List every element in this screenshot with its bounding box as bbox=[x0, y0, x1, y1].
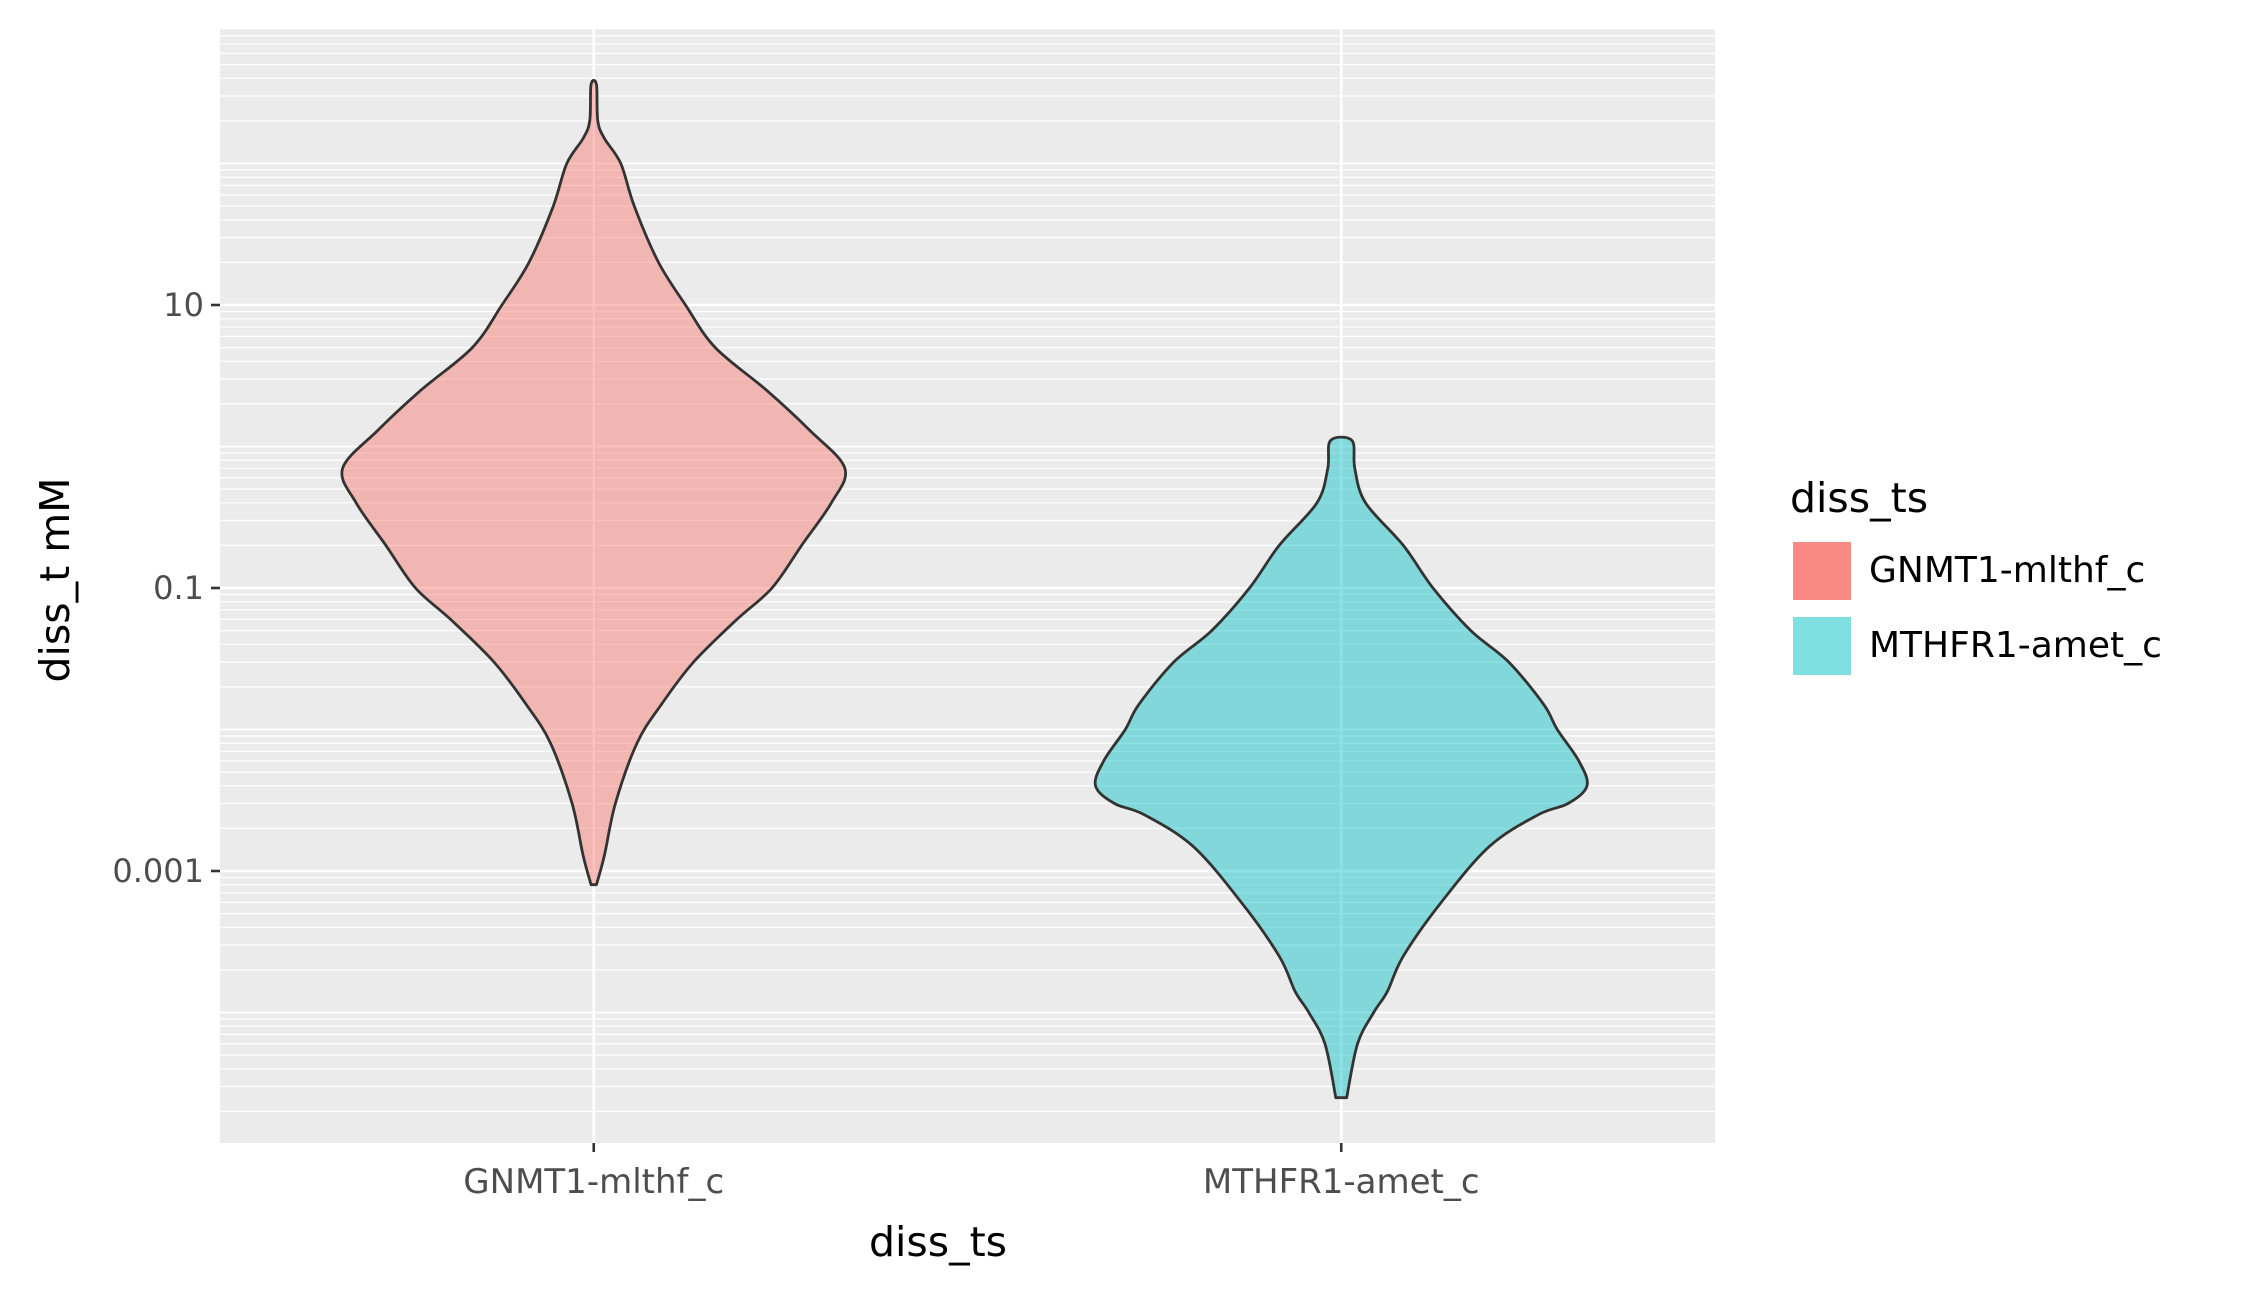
legend-key-gnmt1 bbox=[1790, 538, 1854, 603]
legend-label-gnmt1: GNMT1-mlthf_c bbox=[1869, 550, 2146, 591]
legend-key-mthfr1 bbox=[1790, 613, 1854, 678]
x-tick-label: MTHFR1-amet_c bbox=[1203, 1162, 1480, 1202]
y-tick-label: 10 bbox=[163, 286, 204, 324]
x-axis-title: diss_ts bbox=[868, 1218, 1008, 1266]
legend-item-mthfr1: MTHFR1-amet_c bbox=[1790, 608, 2162, 683]
y-axis: 10 0.1 0.001 bbox=[112, 286, 220, 890]
plot-panel bbox=[220, 28, 1715, 1143]
violin-gnmt1 bbox=[340, 78, 848, 887]
y-tick-label: 0.001 bbox=[112, 852, 204, 890]
x-axis: GNMT1-mlthf_c MTHFR1-amet_c bbox=[463, 1143, 1480, 1202]
x-tick-label: GNMT1-mlthf_c bbox=[463, 1162, 724, 1202]
y-axis-title: diss_t mM bbox=[31, 477, 79, 683]
legend-item-gnmt1: GNMT1-mlthf_c bbox=[1790, 533, 2162, 608]
violins bbox=[340, 78, 1589, 1100]
legend: diss_ts GNMT1-mlthf_c MTHFR1-amet_c bbox=[1790, 478, 2162, 683]
violin-mthfr1 bbox=[1093, 435, 1589, 1100]
y-tick-label: 0.1 bbox=[153, 569, 204, 607]
legend-label-mthfr1: MTHFR1-amet_c bbox=[1869, 625, 2162, 666]
legend-title: diss_ts bbox=[1790, 474, 1929, 522]
